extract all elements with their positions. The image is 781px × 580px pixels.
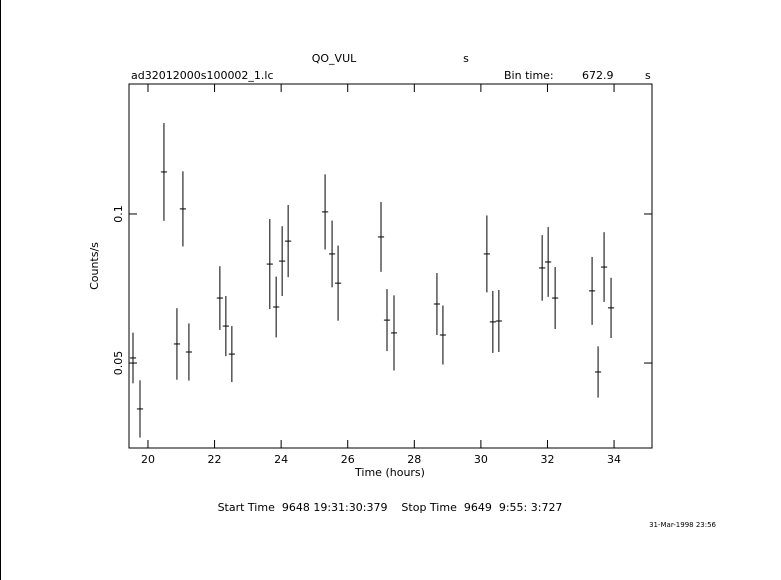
y-tick-label: 0.1 [112, 205, 125, 223]
bin-time-label: Bin time: [504, 69, 554, 82]
x-tick-label: 22 [208, 453, 222, 466]
x-tick-label: 30 [474, 453, 488, 466]
bin-time-unit: s [645, 69, 651, 82]
y-tick-label: 0.05 [112, 351, 125, 376]
x-axis-label: Time (hours) [354, 466, 425, 479]
date: 31-Mar-1998 23:56 [649, 521, 716, 529]
title-suffix: s [463, 52, 469, 65]
file-name: ad32012000s100002_1.lc [131, 69, 274, 82]
x-tick-label: 28 [407, 453, 421, 466]
x-tick-label: 34 [607, 453, 621, 466]
footer: Start Time 9648 19:31:30:379 Stop Time 9… [218, 501, 563, 514]
bin-time: 672.9 [582, 69, 614, 82]
y-axis-label: Counts/s [88, 242, 101, 290]
x-tick-label: 26 [341, 453, 355, 466]
x-tick-label: 32 [540, 453, 554, 466]
plot-frame [128, 83, 653, 449]
x-tick-label: 24 [274, 453, 288, 466]
x-tick-label: 20 [141, 453, 155, 466]
chart-title: QO_VUL [312, 52, 357, 65]
